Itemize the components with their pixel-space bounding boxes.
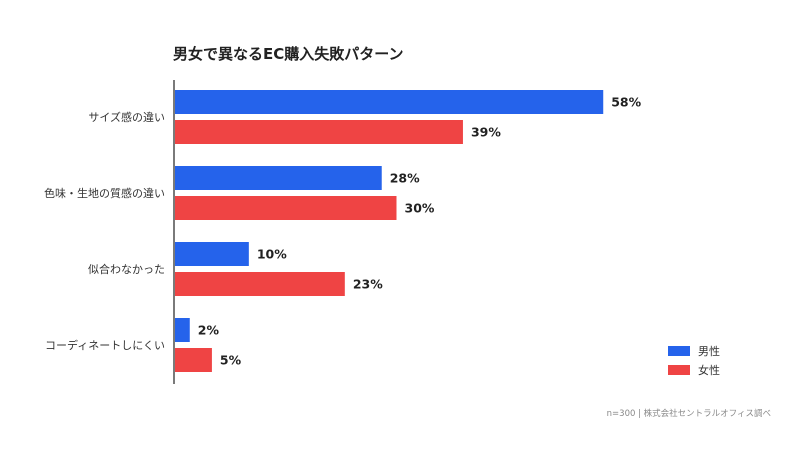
data-label: 5% bbox=[220, 353, 242, 368]
data-label: 23% bbox=[353, 277, 383, 292]
category-label: コーディネートしにくい bbox=[45, 338, 165, 352]
bars-layer: サイズ感の違い 58% 39% 色味・生地の質感の違い 28% 30% 似合わなかった 10%… bbox=[44, 90, 642, 372]
category-label: 似合わなかった bbox=[88, 262, 165, 276]
data-label: 58% bbox=[611, 95, 641, 110]
data-label: 28% bbox=[390, 171, 420, 186]
bar-female bbox=[175, 272, 345, 296]
category-label: 色味・生地の質感の違い bbox=[44, 186, 165, 200]
chart-title: 男女で異なるEC購入失敗パターン bbox=[173, 45, 404, 63]
bar-male bbox=[175, 242, 249, 266]
bar-male bbox=[175, 90, 604, 114]
data-label: 10% bbox=[257, 247, 287, 262]
data-label: 30% bbox=[405, 201, 435, 216]
legend-label: 女性 bbox=[698, 363, 720, 377]
bar-female bbox=[175, 196, 397, 220]
bar-female bbox=[175, 348, 212, 372]
legend-label: 男性 bbox=[698, 344, 720, 358]
legend-swatch bbox=[668, 365, 690, 375]
bar-male bbox=[175, 318, 190, 342]
category-label: サイズ感の違い bbox=[88, 110, 165, 124]
source-note: n=300 | 株式会社セントラルオフィス調べ bbox=[607, 408, 771, 419]
bar-female bbox=[175, 120, 463, 144]
data-label: 2% bbox=[198, 323, 220, 338]
data-label: 39% bbox=[471, 125, 501, 140]
legend-swatch bbox=[668, 346, 690, 356]
bar-male bbox=[175, 166, 382, 190]
